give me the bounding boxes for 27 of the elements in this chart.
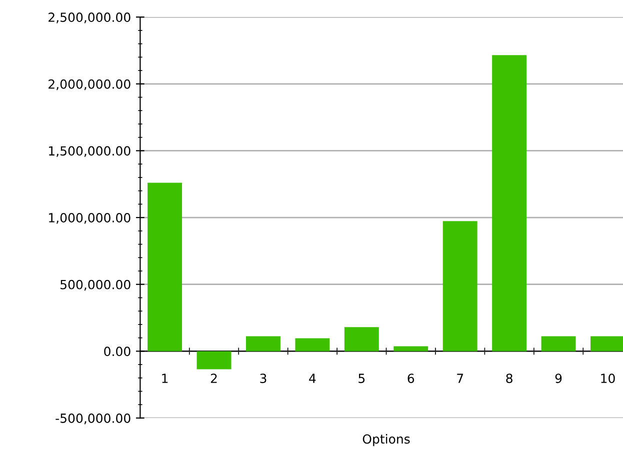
bar — [295, 338, 330, 352]
y-tick-label: 2,500,000.00 — [48, 12, 130, 24]
x-tick-label: 5 — [358, 374, 365, 384]
y-tick-label: 0.00 — [104, 346, 130, 356]
y-tick-label: 1,000,000.00 — [49, 213, 130, 224]
bar — [148, 182, 182, 352]
x-tick-label: 4 — [309, 374, 316, 383]
y-tick-label: 1,500,000.00 — [49, 146, 130, 157]
bar — [442, 221, 478, 352]
x-tick-label: 2 — [210, 374, 217, 383]
x-tick-label: 1 — [162, 374, 168, 383]
bar — [344, 327, 379, 352]
x-tick-label: 10 — [601, 374, 615, 384]
y-tick-label: 500,000.00 — [60, 280, 130, 291]
y-tick-label: -500,000.00 — [56, 413, 130, 424]
y-tick-label: 2,000,000.00 — [48, 79, 130, 90]
x-axis-title: Options — [362, 434, 410, 446]
x-tick-label: 8 — [506, 374, 512, 384]
bar — [492, 55, 527, 352]
x-tick-label: 6 — [408, 374, 414, 384]
x-tick-label: 7 — [457, 374, 463, 383]
x-tick-label: 3 — [260, 374, 266, 384]
bar — [246, 336, 280, 352]
x-tick-label: 9 — [555, 374, 562, 384]
bar — [394, 346, 428, 352]
bar — [196, 351, 232, 370]
bar — [541, 336, 576, 352]
